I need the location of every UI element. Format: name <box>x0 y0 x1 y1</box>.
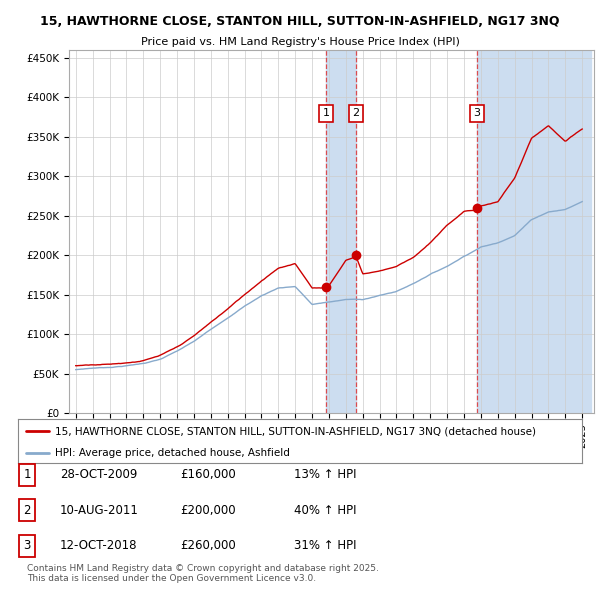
Text: 1: 1 <box>323 108 329 118</box>
Text: 10-AUG-2011: 10-AUG-2011 <box>60 504 139 517</box>
Text: 12-OCT-2018: 12-OCT-2018 <box>60 539 137 552</box>
Bar <box>326 50 356 413</box>
Text: 40% ↑ HPI: 40% ↑ HPI <box>294 504 356 517</box>
Text: 31% ↑ HPI: 31% ↑ HPI <box>294 539 356 552</box>
Text: 28-OCT-2009: 28-OCT-2009 <box>60 468 137 481</box>
Text: £160,000: £160,000 <box>180 468 236 481</box>
Text: 3: 3 <box>23 539 31 552</box>
Text: £260,000: £260,000 <box>180 539 236 552</box>
Text: 2: 2 <box>353 108 360 118</box>
Text: Contains HM Land Registry data © Crown copyright and database right 2025.
This d: Contains HM Land Registry data © Crown c… <box>27 563 379 583</box>
Text: 13% ↑ HPI: 13% ↑ HPI <box>294 468 356 481</box>
Text: 15, HAWTHORNE CLOSE, STANTON HILL, SUTTON-IN-ASHFIELD, NG17 3NQ (detached house): 15, HAWTHORNE CLOSE, STANTON HILL, SUTTO… <box>55 427 536 436</box>
Text: 2: 2 <box>23 504 31 517</box>
Text: £200,000: £200,000 <box>180 504 236 517</box>
Text: 1: 1 <box>23 468 31 481</box>
Text: Price paid vs. HM Land Registry's House Price Index (HPI): Price paid vs. HM Land Registry's House … <box>140 37 460 47</box>
Bar <box>477 50 590 413</box>
Text: HPI: Average price, detached house, Ashfield: HPI: Average price, detached house, Ashf… <box>55 448 290 458</box>
Text: 3: 3 <box>473 108 481 118</box>
Text: 15, HAWTHORNE CLOSE, STANTON HILL, SUTTON-IN-ASHFIELD, NG17 3NQ: 15, HAWTHORNE CLOSE, STANTON HILL, SUTTO… <box>40 15 560 28</box>
